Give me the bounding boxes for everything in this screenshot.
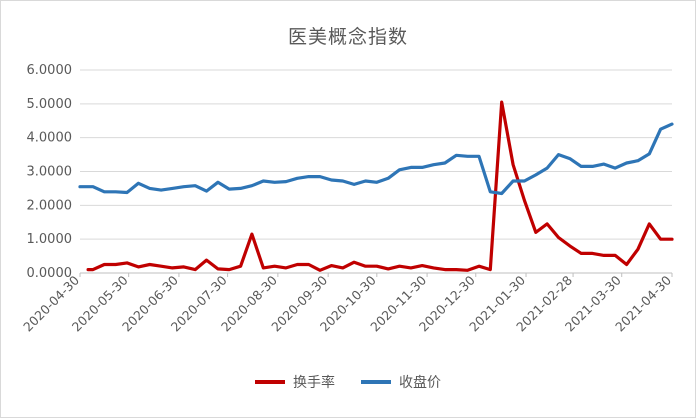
- legend-swatch-close: [361, 380, 391, 384]
- y-tick-label: 1.0000: [27, 232, 73, 247]
- legend: 换手率 收盘价: [0, 372, 696, 392]
- y-tick-label: 3.0000: [27, 165, 73, 180]
- chart-title: 医美概念指数: [287, 26, 408, 48]
- y-tick-label: 4.0000: [27, 131, 73, 146]
- legend-swatch-turnover: [255, 380, 285, 384]
- y-tick-label: 5.0000: [27, 97, 73, 112]
- legend-label-close: 收盘价: [399, 375, 441, 391]
- legend-label-turnover: 换手率: [293, 375, 335, 391]
- y-tick-label: 0.0000: [27, 266, 73, 281]
- y-tick-label: 6.0000: [27, 63, 73, 78]
- y-tick-label: 2.0000: [27, 198, 73, 213]
- series-line-turnover: [86, 100, 674, 272]
- series-line-close: [78, 122, 674, 196]
- legend-item-close[interactable]: 收盘价: [361, 372, 441, 392]
- legend-item-turnover[interactable]: 换手率: [255, 372, 335, 392]
